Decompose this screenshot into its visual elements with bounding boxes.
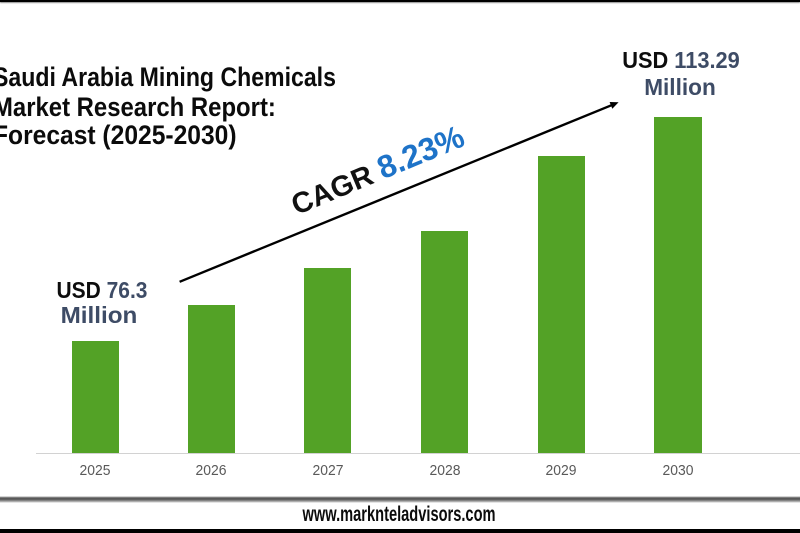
- svg-text:CAGR 8.23%: CAGR 8.23%: [285, 118, 469, 222]
